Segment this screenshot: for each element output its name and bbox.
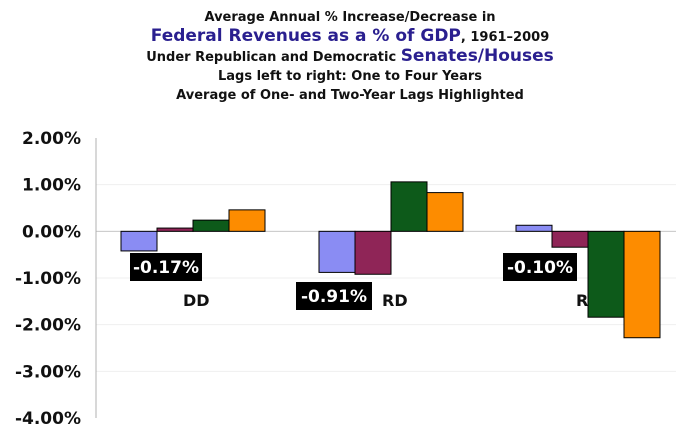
title-line-3: Under Republican and Democratic Senates/… xyxy=(0,47,700,67)
title-line-2-suffix: , 1961–2009 xyxy=(460,30,550,45)
y-tick-label: -2.00% xyxy=(15,316,81,336)
bar-rd-lag-1 xyxy=(318,230,356,273)
highlight-label: -0.10% xyxy=(507,258,573,278)
bar-rr-lag-1 xyxy=(515,224,553,232)
bar-dd-lag-4 xyxy=(228,209,266,232)
category-label-dd: DD xyxy=(183,291,210,310)
title-line-2-main: Federal Revenues as a % of GDP xyxy=(150,26,461,46)
bar-rd-lag-3 xyxy=(390,181,428,232)
highlight-box xyxy=(130,253,202,281)
y-tick-label: 1.00% xyxy=(22,176,81,196)
highlight-box xyxy=(296,282,372,310)
bar-dd-lag-2 xyxy=(156,227,194,232)
title-line-4: Lags left to right: One to Four Years xyxy=(217,69,483,84)
title-line-1: Average Annual % Increase/Decrease in xyxy=(204,10,496,25)
bar-rr-lag-2 xyxy=(551,230,589,248)
title-line-3-main: Senates/Houses xyxy=(400,46,554,66)
y-tick-label: -3.00% xyxy=(15,362,81,382)
highlight-box xyxy=(503,253,577,281)
title-line-3-prefix: Under Republican and Democratic xyxy=(146,50,401,65)
bar-rd-lag-2 xyxy=(354,230,392,275)
category-labels: DDRDRR xyxy=(183,291,601,310)
bar-rd-lag-4 xyxy=(426,192,464,232)
bar-dd-lag-1 xyxy=(120,230,158,252)
y-tick-label: 0.00% xyxy=(22,222,81,242)
highlight-labels: -0.17% -0.91% -0.10% xyxy=(130,253,577,310)
y-tick-label: 2.00% xyxy=(22,129,81,149)
y-tick-label: -1.00% xyxy=(15,269,81,289)
title-line-5: Average of One- and Two-Year Lags Highli… xyxy=(176,88,524,103)
bars xyxy=(120,181,661,339)
bar-rr-lag-3 xyxy=(587,230,625,318)
y-axis: 2.00% 1.00% 0.00% -1.00% -2.00% -3.00% -4.00% xyxy=(15,129,97,429)
highlight-label: -0.91% xyxy=(301,287,367,307)
highlight-label: -0.17% xyxy=(133,258,199,278)
title-line-2: Federal Revenues as a % of GDP, 1961–200… xyxy=(0,27,700,47)
chart-title: Average Annual % Increase/Decrease in Fe… xyxy=(0,8,700,105)
bar-dd-lag-3 xyxy=(192,219,230,232)
y-tick-label: -4.00% xyxy=(15,409,81,429)
bar-rr-lag-4 xyxy=(623,230,661,339)
category-label-rd: RD xyxy=(382,291,408,310)
